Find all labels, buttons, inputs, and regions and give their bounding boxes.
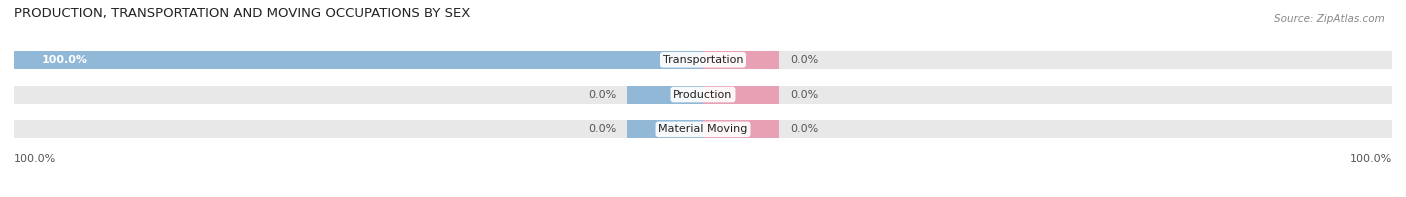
Bar [14,120,1392,138]
Bar [627,51,703,69]
Text: 0.0%: 0.0% [790,55,818,65]
Text: 100.0%: 100.0% [1350,154,1392,164]
Bar [14,51,703,69]
Text: 0.0%: 0.0% [588,90,616,99]
Bar [703,120,779,138]
Text: PRODUCTION, TRANSPORTATION AND MOVING OCCUPATIONS BY SEX: PRODUCTION, TRANSPORTATION AND MOVING OC… [14,7,471,20]
Text: 0.0%: 0.0% [790,90,818,99]
Text: Transportation: Transportation [662,55,744,65]
Text: 100.0%: 100.0% [14,154,56,164]
Bar [703,85,779,104]
Bar [627,120,703,138]
Text: Source: ZipAtlas.com: Source: ZipAtlas.com [1274,14,1385,24]
Text: Production: Production [673,90,733,99]
Text: 0.0%: 0.0% [790,124,818,134]
Bar [14,51,1392,69]
Text: 0.0%: 0.0% [588,124,616,134]
Text: 100.0%: 100.0% [42,55,87,65]
Bar [14,85,1392,104]
Text: Material Moving: Material Moving [658,124,748,134]
Bar [627,85,703,104]
Bar [703,51,779,69]
